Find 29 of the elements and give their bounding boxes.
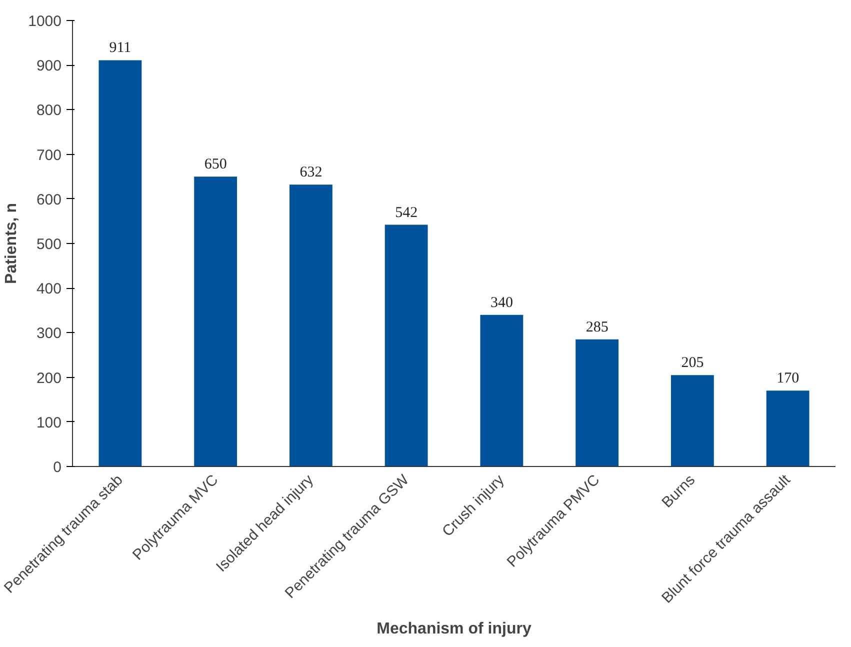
y-tick-label: 100	[36, 414, 62, 432]
data-label: 205	[681, 355, 704, 372]
y-tick-label: 300	[36, 325, 62, 342]
bar	[194, 176, 238, 466]
y-tick-label: 0	[53, 459, 62, 476]
y-tick-label: 600	[36, 191, 62, 208]
y-tick-label: 400	[36, 280, 62, 298]
data-label: 632	[300, 164, 322, 181]
data-label: 911	[109, 40, 132, 56]
y-tick-label: 800	[36, 102, 62, 120]
bar	[670, 375, 714, 466]
y-axis-title: Patients, n	[3, 203, 20, 284]
y-tick-label: 200	[36, 370, 62, 387]
x-axis-title: Mechanism of injury	[376, 620, 532, 638]
bar	[766, 390, 810, 466]
data-label: 285	[586, 319, 608, 336]
bar	[98, 60, 142, 466]
data-label: 170	[776, 370, 800, 387]
y-tick-label: 700	[36, 146, 62, 164]
bar	[289, 184, 332, 466]
y-tick-label: 1000	[28, 13, 62, 30]
bar	[480, 314, 524, 466]
data-label: 542	[395, 204, 418, 221]
y-tick-label: 500	[36, 236, 62, 253]
data-label: 650	[204, 156, 227, 173]
bar	[576, 339, 619, 466]
data-label: 340	[490, 294, 513, 311]
bar	[384, 224, 428, 466]
y-tick-label: 900	[36, 58, 62, 75]
